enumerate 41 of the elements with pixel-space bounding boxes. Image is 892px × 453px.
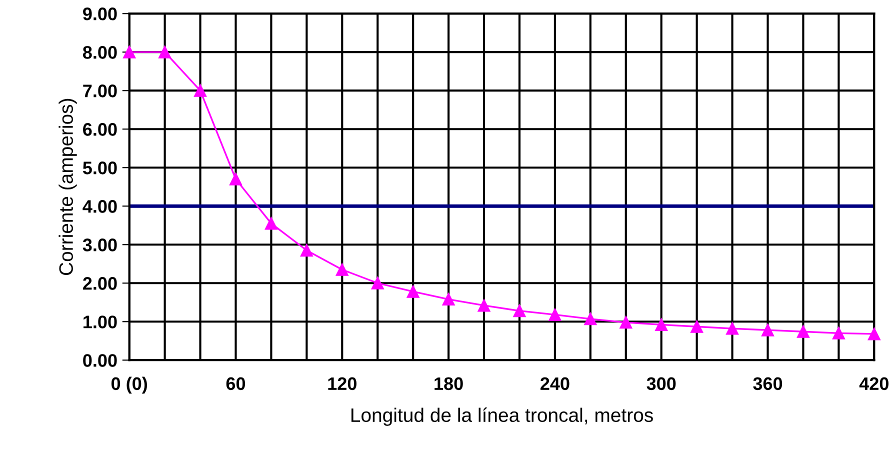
point [513, 304, 526, 318]
point [229, 172, 242, 186]
x-tick-label: 0 (0) [111, 376, 148, 394]
y-tick-label: 7.00 [83, 84, 117, 98]
x-tick-label: 180 [434, 377, 463, 390]
x-tick-label: 300 [646, 377, 676, 390]
point [584, 312, 597, 326]
y-tick-label: 4.00 [82, 200, 117, 213]
y-tick-label: 5.00 [82, 162, 117, 174]
x-tick-label: 240 [540, 377, 570, 390]
point [336, 263, 348, 276]
x-tick-label: 60 [226, 377, 246, 390]
y-tick-label: 9.00 [83, 8, 117, 20]
point [194, 84, 207, 97]
y-tick-label: 3.00 [82, 238, 117, 252]
point [158, 46, 172, 58]
point [868, 328, 880, 340]
point [300, 244, 313, 257]
point [371, 276, 384, 290]
point [762, 324, 774, 336]
point [796, 325, 810, 338]
x-tick-label: 420 [859, 377, 888, 390]
y-tick-label: 0.00 [83, 354, 117, 367]
x-tick-label: 360 [753, 377, 782, 390]
y-axis-title: Corriente (amperios) [58, 98, 77, 276]
point [690, 320, 704, 333]
point [264, 217, 278, 230]
point [655, 318, 668, 331]
x-tick-label: 120 [328, 377, 356, 390]
point [442, 293, 455, 306]
point [406, 285, 420, 298]
y-tick-label: 6.00 [83, 123, 117, 136]
y-tick-label: 8.00 [82, 46, 117, 59]
point [832, 326, 845, 340]
point [548, 308, 562, 321]
y-tick-label: 1.00 [84, 316, 117, 328]
y-tick-label: 2.00 [83, 277, 117, 290]
point [478, 299, 490, 312]
point [620, 316, 632, 329]
x-axis-title: Longitud de la línea troncal, metros [351, 408, 653, 426]
point [726, 322, 739, 335]
